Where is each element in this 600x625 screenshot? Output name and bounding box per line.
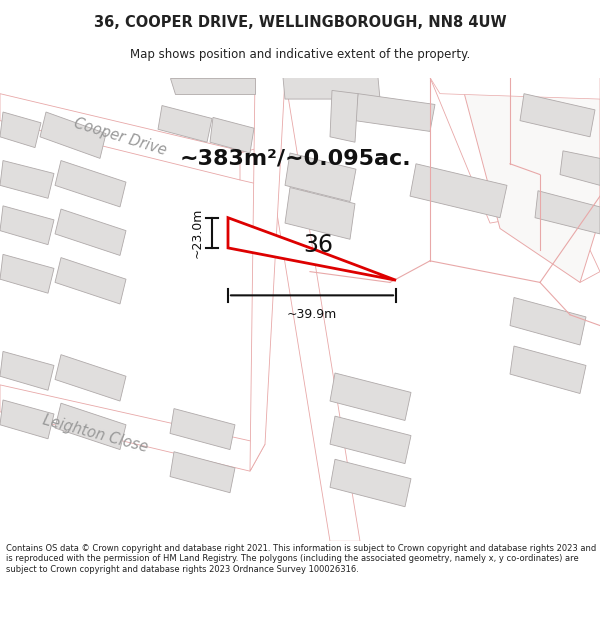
Polygon shape — [0, 400, 54, 439]
Text: Cooper Drive: Cooper Drive — [72, 116, 168, 158]
Text: ~39.9m: ~39.9m — [287, 308, 337, 321]
Polygon shape — [330, 459, 411, 507]
Polygon shape — [0, 94, 250, 180]
Text: ~23.0m: ~23.0m — [191, 208, 204, 258]
Polygon shape — [250, 78, 285, 471]
Polygon shape — [240, 142, 310, 196]
Polygon shape — [285, 188, 355, 239]
Polygon shape — [285, 153, 356, 201]
Polygon shape — [170, 78, 255, 94]
Polygon shape — [210, 118, 254, 153]
Text: Leighton Close: Leighton Close — [41, 412, 149, 454]
Polygon shape — [330, 91, 358, 142]
Text: 36, COOPER DRIVE, WELLINGBOROUGH, NN8 4UW: 36, COOPER DRIVE, WELLINGBOROUGH, NN8 4U… — [94, 16, 506, 31]
Polygon shape — [55, 161, 126, 207]
Polygon shape — [520, 94, 595, 137]
Polygon shape — [283, 78, 380, 99]
Polygon shape — [55, 258, 126, 304]
Text: 36: 36 — [303, 232, 333, 257]
Polygon shape — [40, 112, 106, 158]
Polygon shape — [430, 78, 600, 99]
Polygon shape — [170, 409, 235, 449]
Polygon shape — [510, 346, 586, 394]
Polygon shape — [55, 354, 126, 401]
Polygon shape — [0, 385, 265, 471]
Polygon shape — [535, 191, 600, 234]
Polygon shape — [430, 78, 600, 282]
Polygon shape — [510, 298, 586, 345]
Polygon shape — [158, 106, 212, 142]
Text: Map shows position and indicative extent of the property.: Map shows position and indicative extent… — [130, 48, 470, 61]
Polygon shape — [55, 403, 126, 449]
Polygon shape — [430, 78, 520, 223]
Polygon shape — [0, 206, 54, 244]
Polygon shape — [0, 254, 54, 293]
Polygon shape — [560, 151, 600, 186]
Polygon shape — [0, 351, 54, 390]
Polygon shape — [0, 112, 41, 148]
Polygon shape — [255, 78, 360, 541]
Polygon shape — [55, 209, 126, 256]
Polygon shape — [228, 217, 396, 280]
Polygon shape — [0, 161, 54, 198]
Polygon shape — [330, 373, 411, 421]
Polygon shape — [330, 416, 411, 464]
Polygon shape — [355, 94, 435, 131]
Text: ~383m²/~0.095ac.: ~383m²/~0.095ac. — [179, 148, 411, 168]
Polygon shape — [410, 164, 507, 217]
Text: Contains OS data © Crown copyright and database right 2021. This information is : Contains OS data © Crown copyright and d… — [6, 544, 596, 574]
Polygon shape — [460, 78, 600, 282]
Polygon shape — [170, 452, 235, 493]
